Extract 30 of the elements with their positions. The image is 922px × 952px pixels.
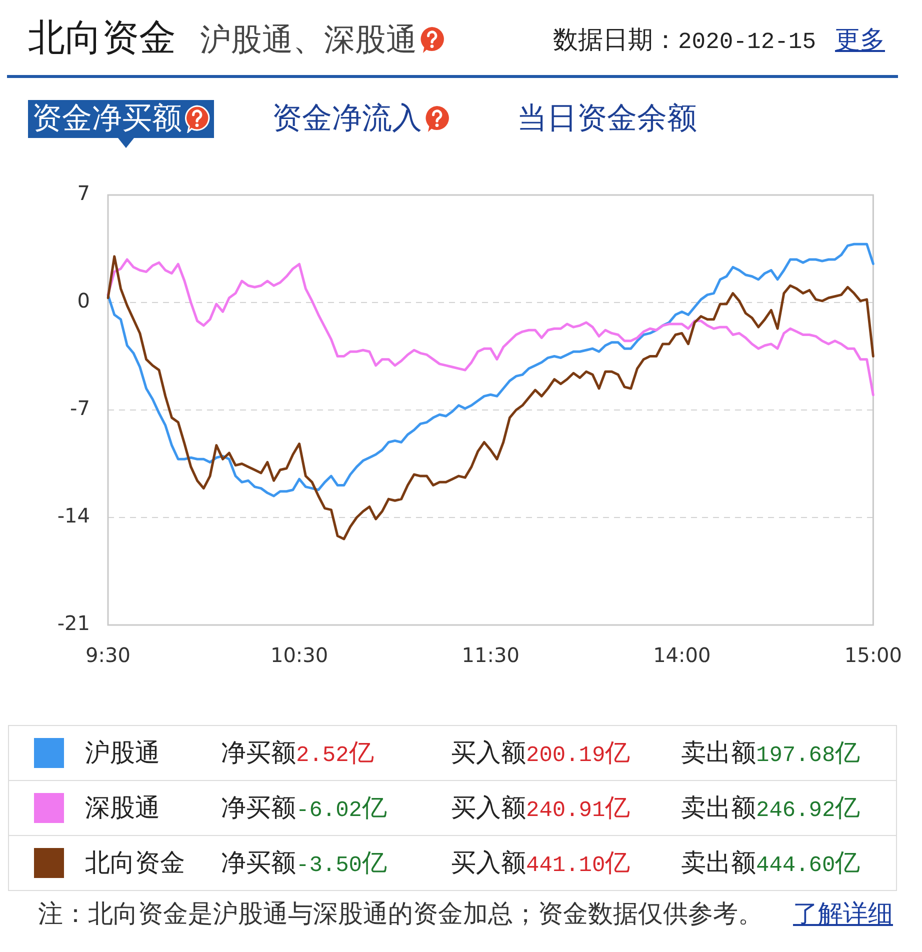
text: 买入额240.91亿 bbox=[451, 792, 630, 825]
x-tick-label: 9:30 bbox=[86, 643, 130, 668]
text: 卖出额444.60亿 bbox=[681, 847, 860, 880]
y-tick-label: -7 bbox=[70, 396, 90, 420]
x-tick-label: 14:00 bbox=[653, 643, 711, 668]
text: 资金净流入 bbox=[272, 100, 422, 138]
x-tick-label: 11:30 bbox=[462, 643, 520, 668]
text: 更多 bbox=[835, 24, 885, 56]
x-tick-label: 15:00 bbox=[844, 643, 902, 668]
text: 净买额2.52亿 bbox=[221, 737, 374, 770]
y-tick-label: 0 bbox=[77, 288, 90, 313]
text: 卖出额246.92亿 bbox=[681, 792, 860, 825]
text: 注：北向资金是沪股通与深股通的资金加总；资金数据仅供参考。 bbox=[38, 898, 763, 930]
text: 数据日期：2020-12-15 bbox=[553, 24, 816, 57]
y-tick-label: -14 bbox=[57, 504, 90, 528]
chart-title: 北向资金 bbox=[28, 15, 176, 61]
text: 了解详细 bbox=[793, 898, 893, 930]
chart-subtitle: 沪股通、深股通 bbox=[200, 21, 417, 60]
text: 净买额-6.02亿 bbox=[221, 792, 388, 825]
legend-label: 沪股通 bbox=[85, 737, 160, 769]
legend-label: 北向资金 bbox=[85, 847, 185, 879]
text: 净买额-3.50亿 bbox=[221, 847, 388, 880]
legend-label: 深股通 bbox=[85, 792, 160, 824]
y-tick-label: -21 bbox=[57, 611, 90, 636]
x-tick-label: 10:30 bbox=[270, 643, 328, 668]
text: 买入额441.10亿 bbox=[451, 847, 630, 880]
text: 当日资金余额 bbox=[517, 100, 697, 138]
y-tick-label: 7 bbox=[77, 181, 90, 206]
text: 买入额200.19亿 bbox=[451, 737, 630, 770]
text: 卖出额197.68亿 bbox=[681, 737, 860, 770]
